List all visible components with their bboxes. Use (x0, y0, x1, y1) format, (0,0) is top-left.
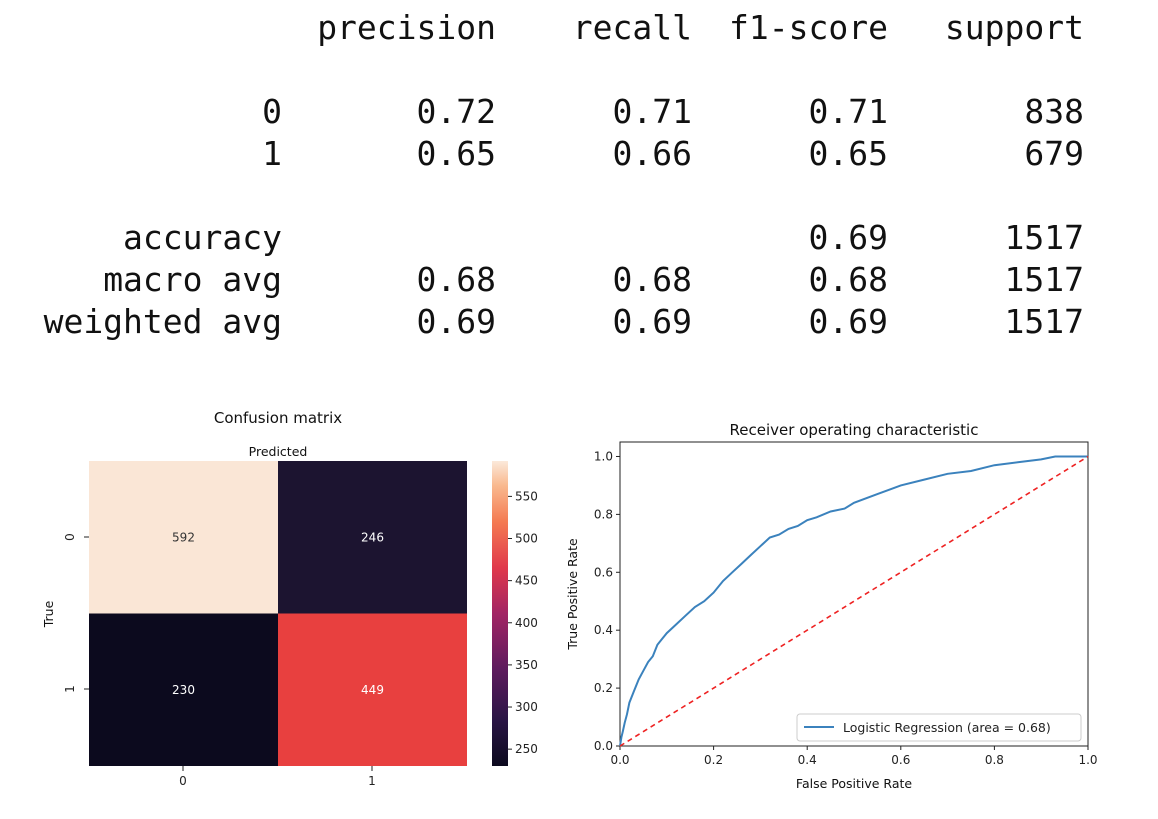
row-support: 1517 (1004, 218, 1084, 257)
cm-xtick: 1 (368, 774, 376, 788)
roc-xtick: 0.6 (891, 753, 910, 767)
roc-xtick: 0.8 (985, 753, 1004, 767)
colorbar-tick: 400 (515, 616, 538, 630)
row-support: 1517 (1004, 260, 1084, 299)
row-support: 1517 (1004, 302, 1084, 341)
roc-legend: Logistic Regression (area = 0.68) (796, 713, 1082, 742)
row-support: 838 (1024, 92, 1084, 131)
row-label: accuracy (123, 218, 282, 257)
cm-cell-value: 246 (361, 530, 384, 544)
header-precision: precision (317, 8, 496, 47)
header-recall: recall (572, 8, 692, 47)
cm-xtick: 0 (179, 774, 187, 788)
colorbar-tick: 500 (515, 532, 538, 546)
roc-title: Receiver operating characteristic (730, 421, 979, 439)
roc-ylabel: True Positive Rate (565, 538, 580, 651)
row-precision: 0.69 (416, 302, 496, 341)
colorbar-tick: 350 (515, 658, 538, 672)
roc-legend-box (796, 713, 1082, 742)
roc-ytick: 0.4 (594, 623, 613, 637)
row-precision: 0.68 (416, 260, 496, 299)
cm-ytick: 1 (63, 685, 77, 693)
roc-xtick: 0.2 (704, 753, 723, 767)
colorbar-tick: 550 (515, 489, 538, 503)
cm-cell-value: 592 (172, 530, 195, 544)
row-precision: 0.65 (416, 134, 496, 173)
row-f1: 0.65 (808, 134, 888, 173)
cm-ytick: 0 (63, 533, 77, 541)
roc-chance-line (619, 455, 1089, 747)
confusion-matrix-xlabel: Predicted (249, 444, 308, 459)
cm-cell-value: 230 (172, 683, 195, 697)
row-precision: 0.72 (416, 92, 496, 131)
row-label: weighted avg (43, 302, 282, 341)
row-label: 1 (262, 134, 282, 173)
roc-xlabel: False Positive Rate (796, 776, 912, 791)
confusion-matrix: Confusion matrix Predicted True 592 246 23… (41, 409, 538, 788)
cm-cell-value: 449 (361, 683, 384, 697)
roc-xtick: 1.0 (1078, 753, 1097, 767)
row-f1: 0.68 (808, 260, 888, 299)
row-recall: 0.69 (612, 302, 692, 341)
row-label: 0 (262, 92, 282, 131)
row-recall: 0.66 (612, 134, 692, 173)
roc-curve (619, 455, 1088, 747)
colorbar-tick: 300 (515, 700, 538, 714)
classification-report: precision recall f1-score support 0 0.72… (0, 0, 1158, 360)
roc-chart: Receiver operating characteristic 0.0 0.2… (565, 421, 1098, 791)
colorbar (492, 461, 508, 766)
colorbar-tick: 250 (515, 742, 538, 756)
cm-cell (89, 613, 278, 766)
row-f1: 0.69 (808, 218, 888, 257)
roc-ytick: 0.8 (594, 507, 613, 521)
row-recall: 0.71 (612, 92, 692, 131)
confusion-matrix-title: Confusion matrix (214, 409, 342, 427)
roc-ytick: 1.0 (594, 449, 613, 463)
row-label: macro avg (103, 260, 282, 299)
row-f1: 0.71 (808, 92, 888, 131)
confusion-matrix-ylabel: True (41, 600, 56, 628)
cm-cell (278, 613, 467, 766)
roc-xtick: 0.4 (798, 753, 817, 767)
roc-xtick: 0.0 (610, 753, 629, 767)
cm-cell (89, 461, 278, 614)
row-f1: 0.69 (808, 302, 888, 341)
header-support: support (944, 8, 1084, 47)
row-support: 679 (1024, 134, 1084, 173)
roc-ytick: 0.6 (594, 565, 613, 579)
row-recall: 0.68 (612, 260, 692, 299)
colorbar-tick: 450 (515, 574, 538, 588)
roc-axes (619, 441, 1089, 747)
roc-ytick: 0.2 (594, 681, 613, 695)
roc-ytick: 0.0 (594, 739, 613, 753)
cm-cell (278, 461, 467, 614)
header-f1-score: f1-score (729, 8, 888, 47)
roc-legend-label: Logistic Regression (area = 0.68) (843, 720, 1051, 735)
